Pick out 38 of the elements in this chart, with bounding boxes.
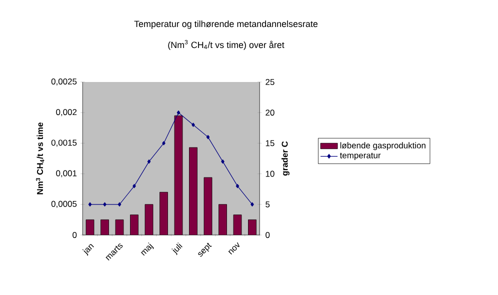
bar xyxy=(160,192,168,235)
x-tick-label: maj xyxy=(140,242,154,256)
point xyxy=(132,184,136,188)
point xyxy=(192,122,195,127)
y2-axis-title: grader C xyxy=(282,141,290,176)
point xyxy=(147,159,151,164)
y2-tick-label: 20 xyxy=(266,110,274,116)
point xyxy=(250,202,254,206)
y2-tick-label: 0 xyxy=(266,232,270,238)
y2-tick-label: 25 xyxy=(266,79,274,85)
point xyxy=(118,202,122,206)
bar xyxy=(218,204,227,235)
y-axis-title: Nm$^{3}$ CH$_{4}$/t vs time xyxy=(36,122,44,194)
y-tick-label: 0,001 xyxy=(56,170,77,178)
y-tick-label: 0,0005 xyxy=(51,200,77,208)
y-tick-label: 0,0025 xyxy=(51,78,77,86)
bar xyxy=(130,214,138,235)
y2-tick-label: 15 xyxy=(266,140,274,146)
y-tick-label: 0,002 xyxy=(56,109,77,116)
point xyxy=(236,184,240,188)
x-tick-label: juli xyxy=(172,242,182,256)
point xyxy=(103,202,106,206)
chart-subtitle: (Nm$^{3}$ CH$_{4}$/t vs time) over året xyxy=(168,40,284,50)
point xyxy=(88,202,92,206)
y2-tick-label: 10 xyxy=(266,170,274,177)
bar xyxy=(189,147,198,235)
y2-tick-label: 5 xyxy=(266,201,270,208)
point xyxy=(206,134,210,140)
x-tick-label: jan xyxy=(82,244,94,256)
x-tick-label: nov xyxy=(228,242,240,255)
y-tick-label: 0,0015 xyxy=(51,140,77,147)
point xyxy=(176,110,180,115)
point xyxy=(221,159,224,164)
chart-title: Temperatur og tilhørende metandannelsesrate xyxy=(134,20,318,29)
y-tick-label: 0 xyxy=(72,232,77,238)
point xyxy=(162,141,166,146)
legend-label: temperatur xyxy=(340,152,381,160)
legend-label: løbende gasproduktion xyxy=(340,142,426,150)
